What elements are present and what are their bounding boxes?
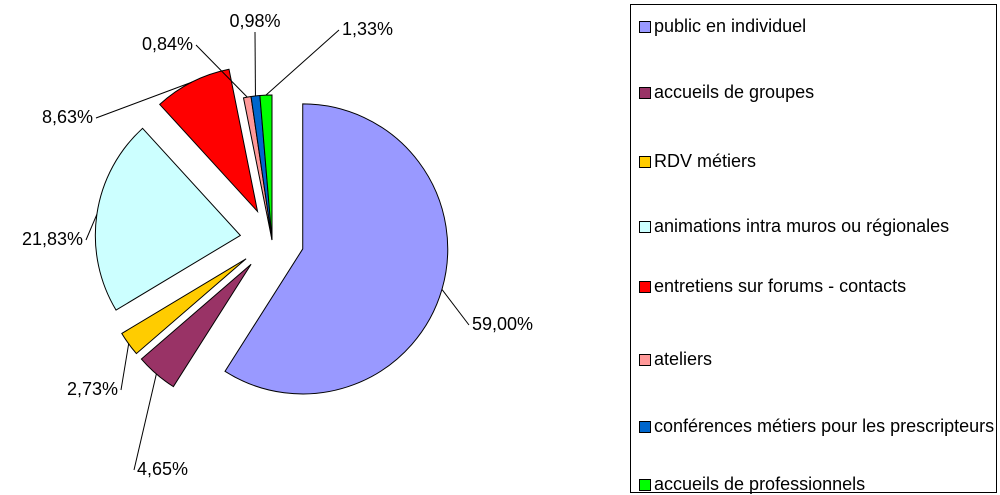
- leader-line: [95, 81, 193, 119]
- legend-swatch: [639, 281, 651, 293]
- pie-slice: [121, 258, 247, 355]
- data-label: 59,00%: [472, 314, 533, 334]
- legend-entry: animations intra muros ou régionales: [639, 215, 999, 237]
- legend-entry: RDV métiers: [639, 150, 999, 172]
- data-label: 4,65%: [137, 459, 188, 479]
- legend-entry: public en individuel: [639, 15, 999, 37]
- legend-swatch: [639, 21, 651, 33]
- data-label: 0,84%: [142, 34, 193, 54]
- data-label: 0,98%: [229, 11, 280, 31]
- data-label: 8,63%: [42, 107, 93, 127]
- legend-swatch: [639, 87, 651, 99]
- pie-slice: [140, 263, 252, 388]
- legend-label: accueils de groupes: [654, 82, 815, 102]
- legend-swatch: [639, 221, 651, 233]
- legend-entry: accueils de professionnels: [639, 473, 999, 495]
- legend-entry: accueils de groupes: [639, 81, 999, 103]
- legend-swatch: [639, 354, 651, 366]
- legend-entry: conférences métiers pour les prescripteu…: [639, 415, 999, 437]
- leader-line: [265, 29, 340, 96]
- legend-label: ateliers: [654, 349, 713, 369]
- leader-line: [441, 289, 470, 326]
- legend: public en individuel accueils de groupes R…: [630, 4, 999, 495]
- data-label: 21,83%: [22, 229, 83, 249]
- leader-line: [133, 373, 157, 471]
- legend-entry: entretiens sur forums - contacts: [639, 275, 999, 297]
- legend-swatch: [639, 479, 651, 491]
- legend-label: accueils de professionnels: [654, 474, 866, 494]
- legend-label: public en individuel: [654, 16, 807, 36]
- pie-slice: [224, 103, 449, 395]
- data-label: 2,73%: [67, 379, 118, 399]
- leader-line: [195, 44, 248, 98]
- legend-label: RDV métiers: [654, 151, 757, 171]
- legend-swatch: [639, 156, 651, 168]
- legend-label: animations intra muros ou régionales: [654, 216, 950, 236]
- leader-line: [120, 343, 130, 391]
- legend-label: conférences métiers pour les prescripteu…: [654, 416, 995, 436]
- leader-line: [85, 214, 98, 241]
- legend-swatch: [639, 421, 651, 433]
- pie-area: 59,00% 4,65% 2,73% 21,83% 8,63% 0,84% 0,98% 1,3…: [22, 11, 533, 479]
- pie-slice: [94, 127, 242, 311]
- legend-entry: ateliers: [639, 348, 999, 370]
- data-label: 1,33%: [342, 19, 393, 39]
- legend-label: entretiens sur forums - contacts: [654, 276, 907, 296]
